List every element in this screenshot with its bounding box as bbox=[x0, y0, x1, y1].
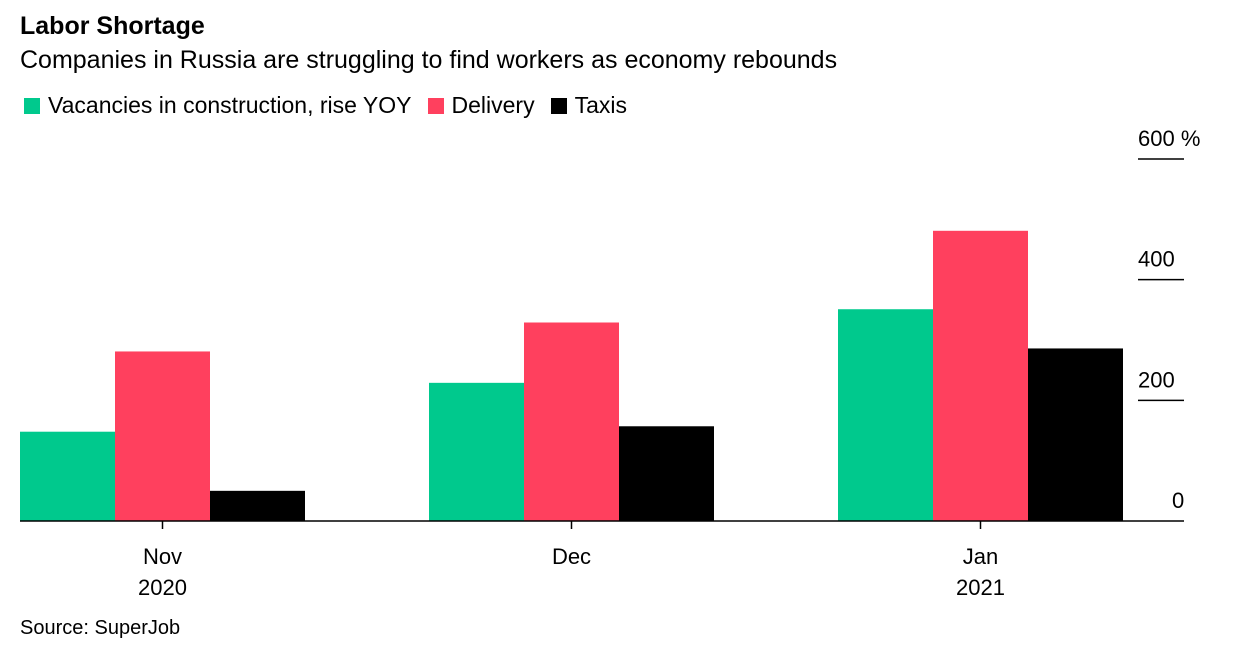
x-tick-label-2: Jan bbox=[963, 544, 998, 569]
x-tick-label-0: Nov bbox=[143, 544, 182, 569]
bar-delivery-1 bbox=[524, 322, 619, 521]
bar-construction-2 bbox=[838, 309, 933, 521]
legend-label-construction: Vacancies in construction, rise YOY bbox=[48, 92, 412, 118]
bar-taxis-1 bbox=[619, 426, 714, 521]
legend-swatch-taxis bbox=[550, 97, 567, 114]
bar-taxis-0 bbox=[210, 490, 305, 521]
legend-item-taxis: Taxis bbox=[550, 92, 627, 119]
x-tick-year-2: 2021 bbox=[956, 575, 1005, 600]
source-note: Source: SuperJob bbox=[20, 617, 181, 639]
bar-construction-1 bbox=[429, 382, 524, 521]
x-tick-label-1: Dec bbox=[552, 544, 591, 569]
legend-item-construction: Vacancies in construction, rise YOY bbox=[24, 92, 412, 119]
chart-subtitle: Companies in Russia are struggling to fi… bbox=[20, 46, 838, 74]
legend-label-taxis: Taxis bbox=[574, 92, 627, 118]
chart-title: Labor Shortage bbox=[20, 12, 205, 40]
legend-item-delivery: Delivery bbox=[427, 92, 535, 119]
legend: Vacancies in construction, rise YOY Deli… bbox=[24, 92, 643, 119]
legend-label-delivery: Delivery bbox=[451, 92, 535, 118]
bar-taxis-2 bbox=[1028, 348, 1123, 521]
legend-swatch-construction bbox=[24, 97, 40, 114]
bar-construction-0 bbox=[20, 431, 115, 521]
bar-delivery-2 bbox=[933, 230, 1028, 521]
y-tick-label-3: 600 % bbox=[1138, 126, 1200, 151]
y-tick-label-1: 200 bbox=[1138, 367, 1175, 392]
bar-delivery-0 bbox=[115, 351, 210, 521]
legend-swatch-delivery bbox=[427, 97, 444, 114]
x-tick-year-0: 2020 bbox=[138, 575, 187, 600]
y-tick-label-2: 400 bbox=[1138, 247, 1175, 272]
y-tick-label-0: 0 bbox=[1172, 488, 1184, 513]
